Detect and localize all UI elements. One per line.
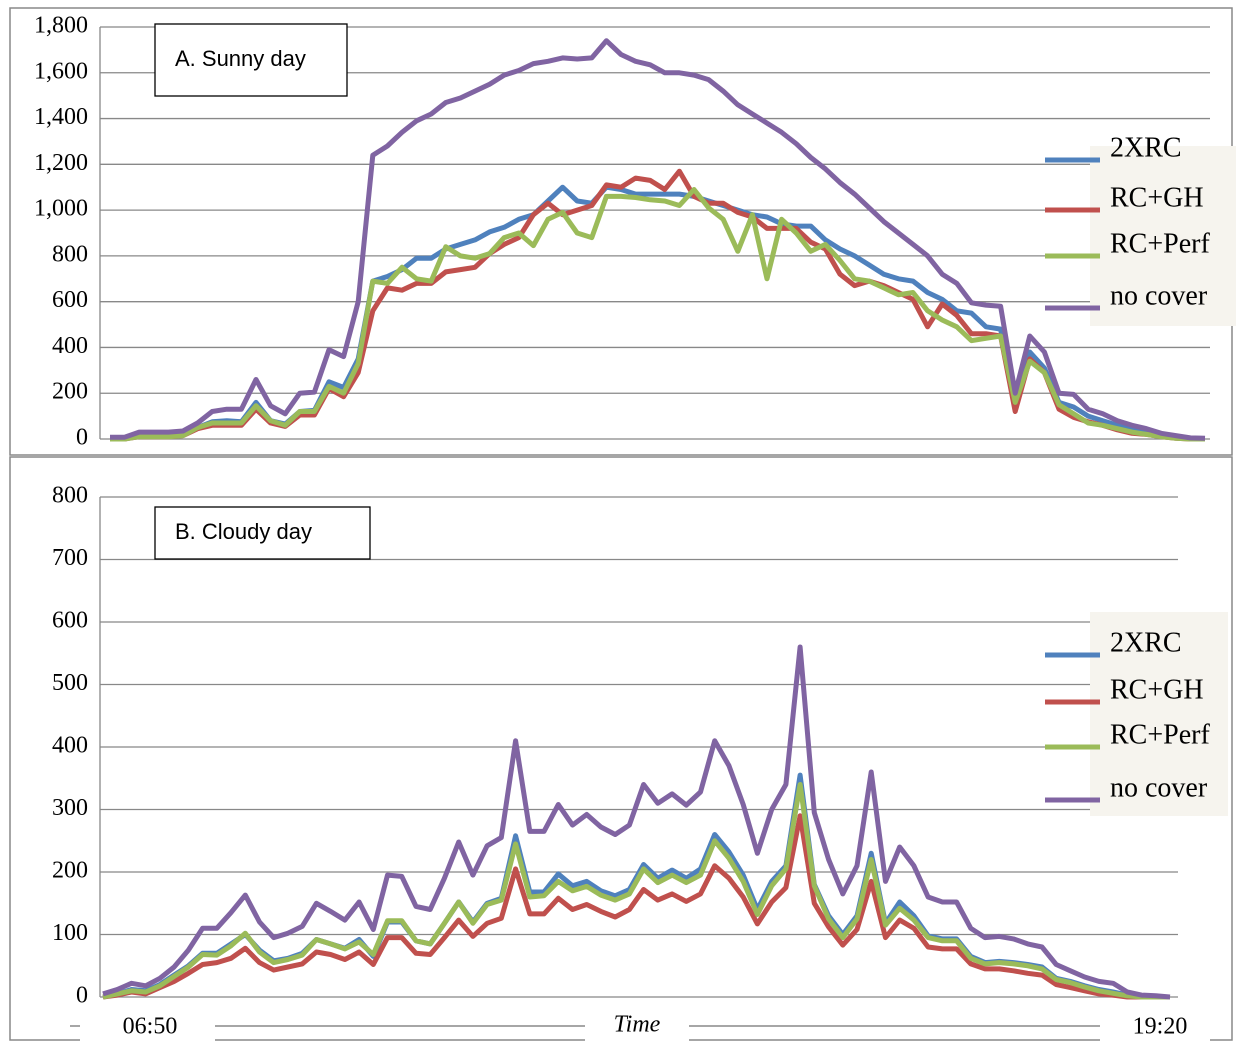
legend-box [1090, 146, 1236, 326]
y-tick-label: 1,000 [34, 196, 88, 222]
series-line [102, 813, 1170, 1000]
y-tick-label: 500 [52, 670, 88, 696]
x-tick-label: 19:20 [1133, 1014, 1188, 1040]
y-tick-label: 600 [52, 287, 88, 313]
x-label-bg [1100, 1005, 1210, 1051]
y-tick-label: 0 [76, 425, 88, 451]
y-tick-label: 600 [52, 608, 88, 634]
legend-label: 2XRC [1110, 627, 1182, 658]
chart-title: A. Sunny day [175, 46, 306, 71]
series-line [102, 782, 1170, 1000]
y-tick-label: 1,400 [34, 104, 88, 130]
x-label-bg [80, 1005, 215, 1051]
series-line [102, 644, 1171, 1000]
title-box [154, 23, 348, 97]
series-line [110, 168, 1205, 442]
legend-label: RC+Perf [1110, 719, 1210, 750]
legend-label: RC+GH [1110, 182, 1204, 213]
y-tick-label: 1,800 [34, 13, 88, 39]
series-line [110, 187, 1205, 442]
legend-label: 2XRC [1110, 132, 1182, 163]
y-tick-label: 400 [52, 733, 88, 759]
y-tick-label: 1,600 [34, 58, 88, 84]
legend-label: RC+GH [1110, 674, 1204, 705]
x-tick-label: 06:50 [123, 1014, 178, 1040]
x-axis-label-bg [585, 1000, 689, 1050]
legend-label: no cover [1110, 280, 1208, 311]
title-box [154, 506, 371, 560]
y-tick-label: 200 [52, 858, 88, 884]
y-tick-label: 0 [76, 983, 88, 1009]
chart-title: B. Cloudy day [175, 519, 312, 544]
series-line [110, 38, 1206, 441]
y-tick-label: 200 [52, 379, 88, 405]
series-line [110, 184, 1206, 441]
y-tick-label: 1,200 [34, 150, 88, 176]
y-tick-label: 100 [52, 920, 88, 946]
legend-box [1090, 612, 1228, 816]
x-axis-label: Time [614, 1012, 661, 1038]
legend-label: RC+Perf [1110, 228, 1210, 259]
y-tick-label: 400 [52, 333, 88, 359]
y-tick-label: 800 [52, 483, 88, 509]
y-tick-label: 800 [52, 241, 88, 267]
y-tick-label: 300 [52, 795, 88, 821]
y-tick-label: 700 [52, 545, 88, 571]
legend-label: no cover [1110, 772, 1208, 803]
